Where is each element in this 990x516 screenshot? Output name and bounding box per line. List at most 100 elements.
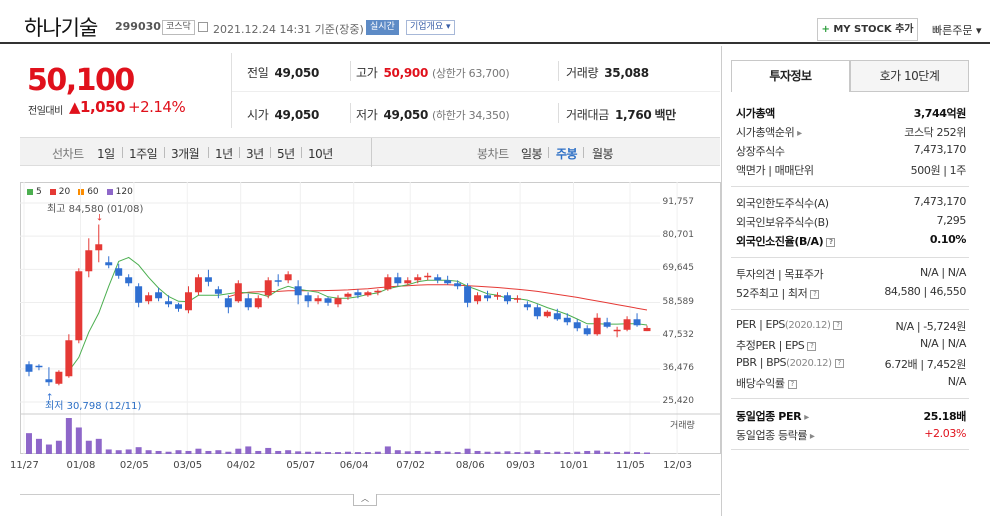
period-1d[interactable]: 1일 xyxy=(97,147,115,161)
volume-bar xyxy=(464,448,471,454)
stock-code: 299030 xyxy=(115,20,161,33)
candle xyxy=(334,298,342,305)
help-icon[interactable]: ? xyxy=(834,359,844,368)
candle xyxy=(284,274,292,281)
legend-ma5: 5 xyxy=(27,187,42,197)
candle xyxy=(165,301,173,305)
period-1y[interactable]: 1년 xyxy=(215,147,233,161)
volume-bar xyxy=(494,451,501,454)
info-foreign-holdings: 외국인보유주식수(B) 7,295 xyxy=(736,214,966,229)
volume-bar xyxy=(514,452,521,454)
info-face-value: 액면가 | 매매단위 500원 | 1주 xyxy=(736,164,966,177)
tab-orderbook[interactable]: 호가 10단계 xyxy=(850,60,969,92)
ma-legend: 5 20 60 120 xyxy=(27,187,133,197)
timestamp: 2021.12.24 14:31 기준(장중) xyxy=(213,23,364,36)
candle xyxy=(324,298,332,303)
volume-bar xyxy=(325,452,332,454)
period-1w[interactable]: 1주일 xyxy=(129,147,158,161)
volume-bar xyxy=(584,450,591,454)
candle-daily[interactable]: 일봉 xyxy=(521,147,543,161)
volume-bar xyxy=(354,452,361,454)
candle xyxy=(354,292,362,296)
x-tick-label: 11/05 xyxy=(616,460,645,471)
help-icon[interactable]: ? xyxy=(833,321,843,330)
x-tick-label: 07/02 xyxy=(396,460,426,471)
candle xyxy=(314,298,322,302)
volume-bar xyxy=(384,446,391,454)
candle xyxy=(603,322,611,327)
candle xyxy=(35,365,43,368)
legend-ma20: 20 xyxy=(49,187,70,197)
panel-divider xyxy=(721,46,722,516)
summary-low: 저가 49,050 (하한가 34,350) xyxy=(356,108,510,122)
y-tick-label: 36,476 xyxy=(662,362,695,373)
ma20-line xyxy=(228,284,648,311)
candle xyxy=(135,286,143,303)
candle xyxy=(503,295,511,302)
divider xyxy=(239,147,240,158)
candle xyxy=(464,286,472,303)
y-tick-label: 58,589 xyxy=(662,296,695,307)
candle xyxy=(374,290,382,293)
period-3m[interactable]: 3개월 xyxy=(171,147,200,161)
period-5y[interactable]: 5년 xyxy=(277,147,295,161)
volume-bar xyxy=(295,451,302,454)
volume-bar xyxy=(305,451,312,454)
candle xyxy=(404,280,412,284)
x-tick-label: 01/08 xyxy=(66,460,96,471)
volume-bar xyxy=(414,450,421,454)
divider xyxy=(122,147,123,158)
divider xyxy=(164,147,165,158)
candle xyxy=(394,277,402,284)
info-cap-rank: 시가총액순위 ▸ 코스닥 252위 xyxy=(736,126,966,139)
volume-bar xyxy=(614,452,621,454)
candle xyxy=(364,292,372,296)
candle xyxy=(234,283,242,302)
info-pbr: PBR | BPS(2020.12)? 6.72배 | 7,452원 xyxy=(736,356,966,371)
help-icon[interactable]: ? xyxy=(787,380,797,389)
tab-investment-info[interactable]: 투자정보 xyxy=(731,60,850,92)
volume-bar xyxy=(125,449,132,454)
candle xyxy=(454,283,462,287)
add-mystock-button[interactable]: + MY STOCK 추가 xyxy=(817,18,918,41)
period-3y[interactable]: 3년 xyxy=(246,147,264,161)
info-tabs: 투자정보 호가 10단계 xyxy=(731,60,969,92)
summary-volume: 거래량 35,088 xyxy=(566,66,649,80)
x-tick-label: 03/05 xyxy=(173,460,203,471)
company-overview-dropdown[interactable]: 기업개요 ▾ xyxy=(406,20,455,35)
company-name: 하나기술 xyxy=(24,16,98,40)
candle xyxy=(115,268,123,276)
quick-order-button[interactable]: 빠른주문 ▾ xyxy=(932,24,982,37)
divider xyxy=(350,61,351,81)
period-10y[interactable]: 10년 xyxy=(308,147,333,161)
help-icon[interactable]: ? xyxy=(807,342,817,351)
volume-bar xyxy=(644,452,651,454)
x-tick-label: 08/06 xyxy=(455,460,485,471)
volume-bar xyxy=(275,450,282,454)
calendar-icon xyxy=(198,22,208,32)
candle xyxy=(414,277,422,281)
legend-ma120: 120 xyxy=(106,187,133,197)
summary-divider xyxy=(231,53,232,128)
info-sector-rate: 동일업종 등락률 ▸ +2.03% xyxy=(736,427,966,442)
candle-weekly[interactable]: 주봉 xyxy=(556,147,578,161)
volume-bar xyxy=(444,451,451,454)
high-arrow: ↓ xyxy=(96,214,104,224)
divider xyxy=(583,147,584,158)
candle xyxy=(424,275,432,278)
divider xyxy=(301,147,302,158)
collapse-handle[interactable]: ︿ xyxy=(353,494,377,506)
candle-monthly[interactable]: 월봉 xyxy=(592,147,614,161)
volume-bar xyxy=(564,452,571,454)
volume-bar xyxy=(265,447,272,454)
help-icon[interactable]: ? xyxy=(826,238,836,247)
chart-toolbar: 선차트 1일 1주일 3개월 1년 3년 5년 10년 봉차트 일봉 주봉 월봉 xyxy=(20,137,720,167)
candlestick-chart[interactable]: ↓↑ xyxy=(20,182,721,454)
candle xyxy=(643,327,651,332)
help-icon[interactable]: ? xyxy=(810,290,820,299)
candle xyxy=(533,307,541,317)
volume-bar xyxy=(335,452,341,454)
candle xyxy=(125,277,133,284)
candle xyxy=(175,304,182,309)
volume-bar xyxy=(364,452,371,454)
